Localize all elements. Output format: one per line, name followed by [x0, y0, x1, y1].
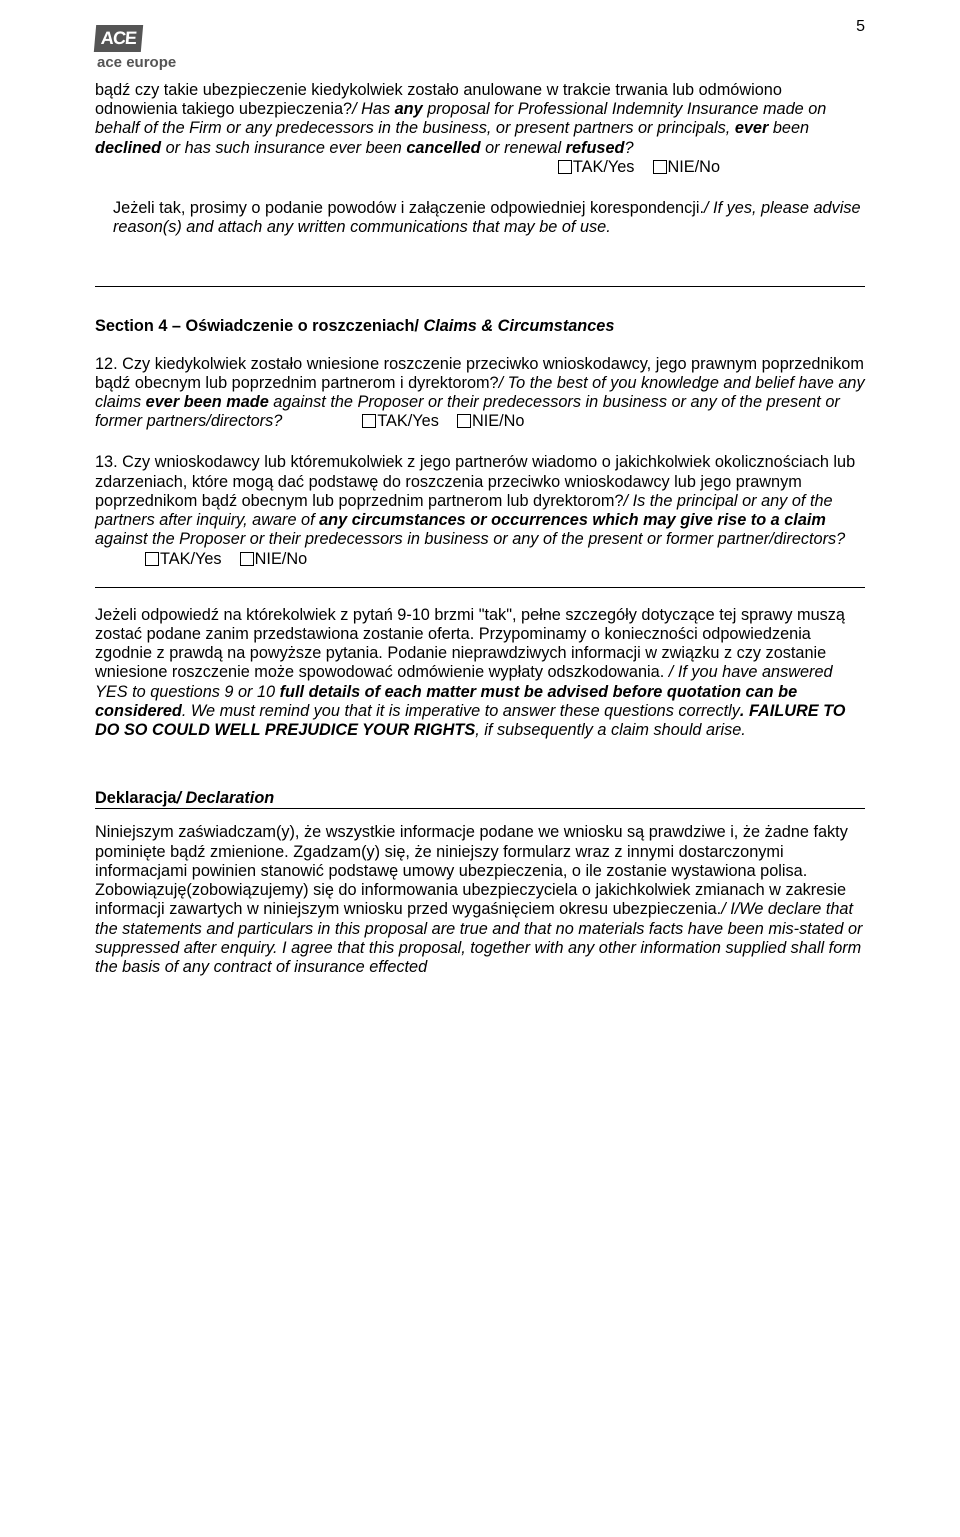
q11-followup-pl: Jeżeli tak, prosimy o podanie powodów i … [113, 199, 704, 217]
q11-en-mid4: or renewal [481, 139, 566, 157]
warning: Jeżeli odpowiedź na którekolwiek z pytań… [95, 606, 865, 741]
q11-continued: bądź czy takie ubezpieczenie kiedykolwie… [95, 81, 865, 177]
q13-yes-checkbox[interactable] [145, 552, 159, 566]
section-4-en: Claims & Circumstances [423, 317, 614, 335]
q11-no-checkbox[interactable] [653, 160, 667, 174]
q12-en-bold: ever been made [146, 393, 269, 411]
q13-no-checkbox[interactable] [240, 552, 254, 566]
q11-en-cancelled: cancelled [406, 139, 480, 157]
logo-text: ace europe [97, 54, 865, 71]
q13-no-label: NIE/No [255, 550, 307, 568]
declaration-heading-en: Declaration [186, 789, 275, 807]
q13: 13. Czy wnioskodawcy lub któremukolwiek … [95, 453, 865, 568]
q12-yes-label: TAK/Yes [377, 412, 439, 430]
declaration-heading: Deklaracja/ Declaration [95, 789, 865, 808]
logo: ACE ace europe [95, 25, 865, 71]
section-4-heading: Section 4 – Oświadczenie o roszczeniach/… [95, 317, 865, 336]
q11-followup: Jeżeli tak, prosimy o podanie powodów i … [95, 199, 865, 237]
section-4-pl: Section 4 – Oświadczenie o roszczeniach/ [95, 317, 423, 335]
q11-en-declined: declined [95, 139, 161, 157]
q12-yes-checkbox[interactable] [362, 414, 376, 428]
page-number: 5 [856, 18, 865, 36]
q12: 12. Czy kiedykolwiek zostało wniesione r… [95, 355, 865, 432]
q11-en-refused: refused [566, 139, 625, 157]
q13-en-bold: any circumstances or occurrences which m… [319, 511, 826, 529]
q11-en-end: ? [624, 139, 633, 157]
q11-yes-label: TAK/Yes [573, 158, 635, 176]
warning-en-end: , if subsequently a claim should arise. [475, 721, 746, 739]
logo-mark: ACE [94, 25, 143, 52]
q13-yes-label: TAK/Yes [160, 550, 222, 568]
q12-no-checkbox[interactable] [457, 414, 471, 428]
q11-en-ever: ever [735, 119, 769, 137]
q12-no-label: NIE/No [472, 412, 524, 430]
q11-en-mid3: or has such insurance ever been [161, 139, 406, 157]
declaration-heading-pl: Deklaracja [95, 789, 176, 807]
declaration-heading-sep: / [176, 789, 185, 807]
q11-yes-checkbox[interactable] [558, 160, 572, 174]
q11-en-mid2: been [768, 119, 809, 137]
q11-no-label: NIE/No [668, 158, 720, 176]
warning-en-mid1: . We must remind you that it is imperati… [182, 702, 740, 720]
q13-en-end: against the Proposer or their predecesso… [95, 530, 845, 548]
q11-en-any: any [395, 100, 423, 118]
declaration-body: Niniejszym zaświadczam(y), że wszystkie … [95, 823, 865, 977]
q11-en-start: / Has [352, 100, 395, 118]
